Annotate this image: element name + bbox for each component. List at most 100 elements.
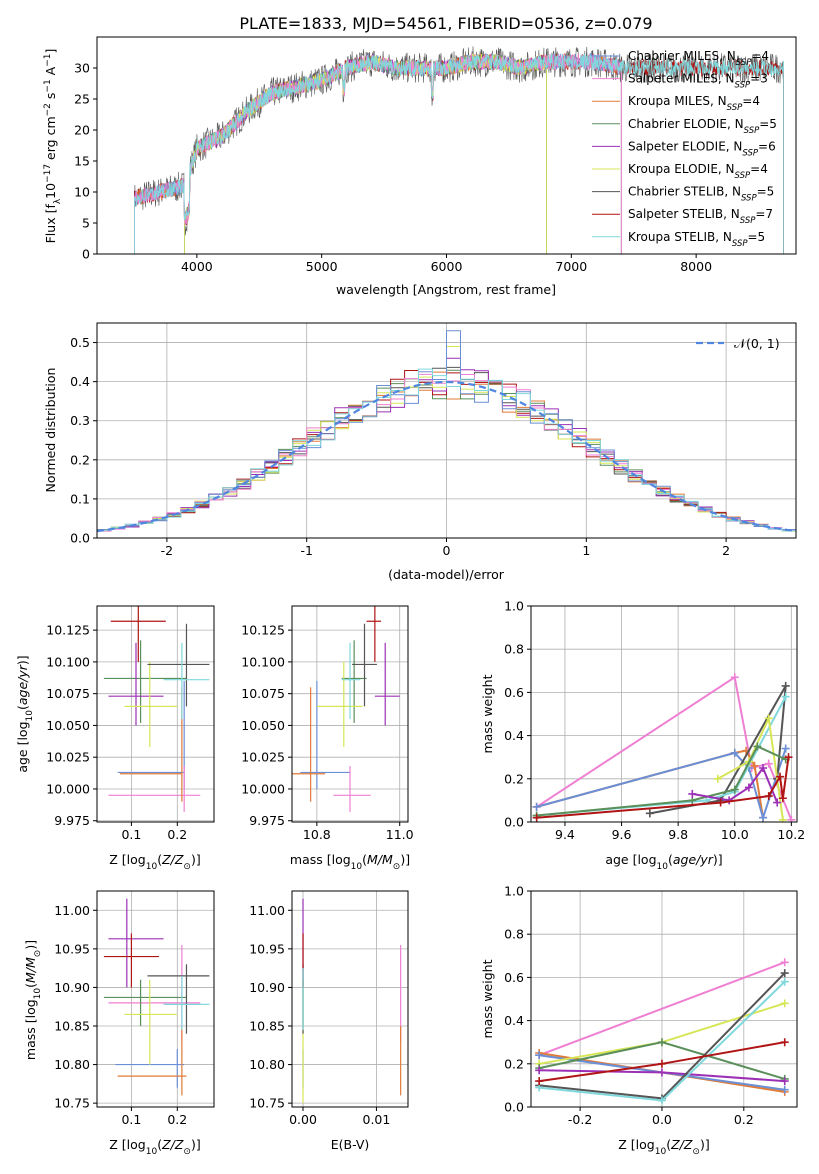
series-line: [649, 685, 787, 815]
legend-entry-label: Chabrier MILES, NSSP=4: [628, 49, 769, 68]
error-bar-point: [108, 766, 201, 812]
x-tick-label: 5000: [306, 259, 338, 274]
age-vs-mass-panel: 10.8 11.0 9.975 10.000 10.025 10.050 10.075 10.…: [241, 605, 414, 872]
x-axis-label: (data-model)/error: [388, 567, 505, 582]
error-bar-point: [117, 1026, 187, 1096]
series-marker: [764, 792, 773, 801]
y-tick-label: 30: [74, 61, 90, 76]
y-axis-label: age [log10(age/yr)]: [15, 655, 35, 772]
y-tick-label: 0.8: [504, 927, 524, 942]
series-marker: [773, 798, 782, 807]
grid: [97, 606, 214, 822]
series-marker: [780, 1038, 789, 1047]
y-tick-label: 10.125: [241, 623, 285, 638]
y-tick-label: 5: [82, 216, 90, 231]
x-axis-label: Z [log10(Z/Z⊙)]: [109, 852, 200, 872]
x-tick-label: -0.2: [568, 1112, 592, 1127]
x-axis-label: Z [log10(Z/Z⊙)]: [618, 1137, 709, 1157]
x-tick-label: 0.2: [734, 1112, 754, 1127]
series-marker: [780, 958, 789, 967]
legend-entry-label: Kroupa MILES, NSSP=4: [628, 94, 760, 113]
error-bar-point: [300, 680, 350, 789]
error-bar-point: [316, 661, 363, 748]
series-marker: [657, 1038, 666, 1047]
y-tick-label: 20: [74, 123, 90, 138]
series-marker: [730, 748, 739, 757]
spectrum-line: [184, 54, 547, 254]
y-tick-label: 10.050: [46, 718, 90, 733]
x-tick-label: 10.8: [303, 827, 331, 842]
grid: [97, 891, 214, 1107]
y-tick-label: 0.0: [504, 815, 524, 830]
series-line: [536, 757, 790, 819]
y-tick-label: 1.0: [504, 884, 524, 899]
series-marker: [730, 673, 739, 682]
legend-entry-label: Salpeter ELODIE, NSSP=6: [628, 139, 776, 158]
x-tick-label: 4000: [181, 259, 213, 274]
error-bar-point: [341, 640, 367, 723]
error-bar-point: [292, 687, 326, 802]
series-marker: [781, 681, 790, 690]
legend-entry-label: Salpeter MILES, NSSP=3: [628, 72, 768, 91]
axes-frame: [96, 605, 215, 823]
y-tick-label: 0.0: [70, 531, 90, 546]
x-tick-label: 9.8: [668, 827, 688, 842]
series-marker: [781, 692, 790, 701]
series-marker: [716, 798, 725, 807]
error-bar-point: [108, 898, 164, 988]
y-tick-label: 0.4: [504, 728, 524, 743]
legend-entry-label: Salpeter STELIB, NSSP=7: [628, 207, 773, 226]
spectrum-line: [184, 53, 547, 254]
series-marker: [753, 742, 762, 751]
y-tick-label: 0.2: [504, 771, 524, 786]
spectrum-line: [134, 53, 784, 254]
y-tick-label: 0.4: [504, 1013, 524, 1028]
series-marker: [780, 969, 789, 978]
series-marker: [645, 809, 654, 818]
y-tick-label: 0.0: [504, 1100, 524, 1115]
series-marker: [532, 813, 541, 822]
y-tick-label: 10.100: [241, 654, 285, 669]
x-tick-label: 0.01: [363, 1112, 391, 1127]
legend-entry-label: Chabrier STELIB, NSSP=5: [628, 185, 774, 204]
series-marker: [688, 789, 697, 798]
age-vs-metallicity-panel: 0.1 0.2 9.975 10.000 10.025 10.050 10.075 10.10…: [15, 605, 215, 872]
mass-weight-vs-metallicity-panel: -0.2 0.0 0.2 0.0 0.2 0.4 0.6 0.8 1.0 Z [log10(Z/Z…: [480, 884, 798, 1157]
y-tick-label: 11.00: [249, 903, 285, 918]
error-bar-point: [366, 606, 382, 662]
x-tick-label: 0.2: [167, 1112, 187, 1127]
normal-reference-curve: [97, 380, 796, 533]
error-bar-point: [147, 623, 210, 707]
spectrum-line: [134, 52, 622, 254]
plot-area: [103, 606, 210, 812]
x-tick-label: 9.4: [555, 827, 575, 842]
y-axis-label: mass weight: [480, 674, 495, 753]
x-tick-label: 1: [582, 543, 590, 558]
x-tick-label: 0.2: [167, 827, 187, 842]
spectrum-line: [184, 53, 547, 254]
x-tick-label: 8000: [680, 259, 712, 274]
error-bar-point: [117, 680, 185, 789]
series-marker: [657, 1059, 666, 1068]
axes-frame: [291, 890, 409, 1108]
plot-area: [134, 46, 784, 254]
y-tick-label: 10.000: [46, 781, 90, 796]
plot-area: [97, 330, 796, 534]
y-tick-label: 25: [74, 92, 90, 107]
series-marker: [780, 1077, 789, 1086]
x-tick-label: 2: [722, 543, 730, 558]
error-bar-point: [103, 979, 187, 1026]
y-tick-label: 10.75: [249, 1096, 285, 1111]
y-tick-label: 10.90: [54, 980, 90, 995]
y-axis-label: mass weight: [480, 959, 495, 1038]
series-line: [538, 961, 786, 1057]
x-tick-label: 0.1: [121, 1112, 141, 1127]
series-marker: [730, 785, 739, 794]
y-tick-label: 10.100: [46, 654, 90, 669]
series-marker: [713, 774, 722, 783]
spectrum-line: [134, 53, 622, 254]
x-axis-label: age [log10(age/yr)]: [605, 852, 722, 872]
legend-entry-label: Kroupa STELIB, NSSP=5: [628, 230, 765, 249]
error-bar-point: [103, 640, 187, 723]
series-marker: [535, 1077, 544, 1086]
